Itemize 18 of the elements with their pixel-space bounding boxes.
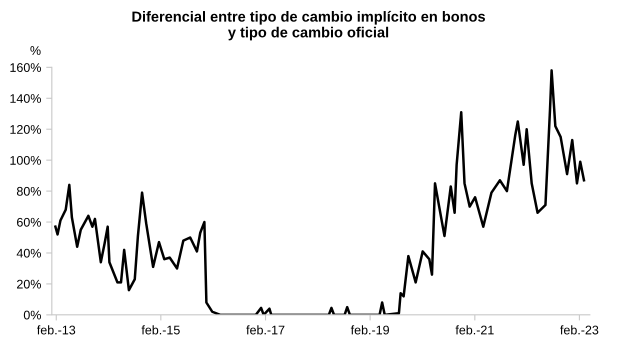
x-tick-label: feb.-19 xyxy=(350,325,389,334)
y-tick-label: 60% xyxy=(17,218,41,227)
x-tick-label: feb.-23 xyxy=(560,325,598,334)
x-tick-label: feb.-13 xyxy=(36,325,76,334)
y-tick-label: 80% xyxy=(16,186,41,196)
y-tick-label: 120% xyxy=(10,125,41,134)
y-tick-label: 0% xyxy=(24,310,41,320)
x-tick-label: feb.-21 xyxy=(456,325,494,334)
y-tick-label: 100% xyxy=(10,156,41,165)
chart-title: Diferencial entre tipo de cambio implícito en bonos y tipo de cambio oficial xyxy=(132,10,485,40)
y-tick-label: 20% xyxy=(17,280,41,289)
line-series xyxy=(54,69,586,315)
y-tick-label: 40% xyxy=(16,248,41,258)
y-axis-title: % xyxy=(30,46,41,55)
y-tick-label: 160% xyxy=(10,63,41,72)
y-tick-label: 140% xyxy=(10,94,41,103)
x-tick-label: feb.-17 xyxy=(246,325,284,334)
x-tick-label: feb.-15 xyxy=(142,325,180,334)
